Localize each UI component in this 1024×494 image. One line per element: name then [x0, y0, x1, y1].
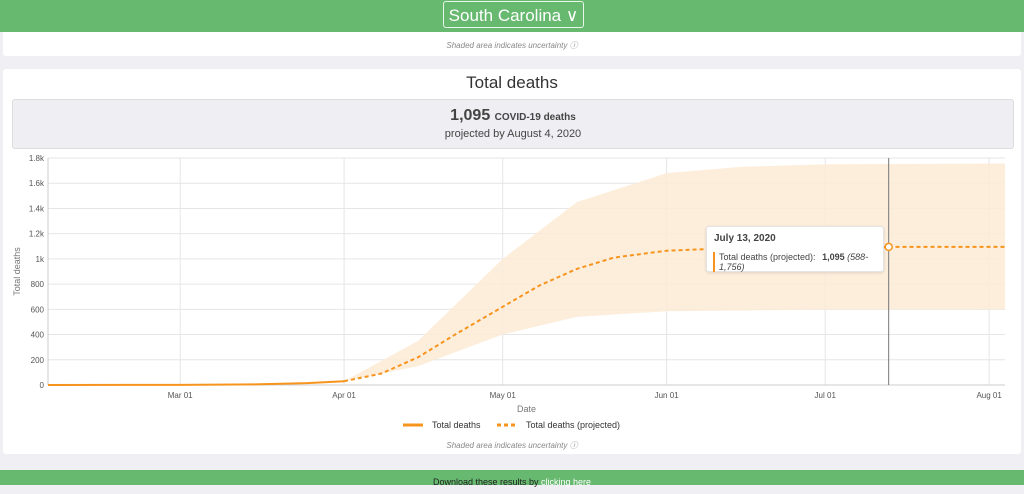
hover-marker — [884, 242, 893, 252]
legend-label-actual: Total deaths — [432, 420, 481, 430]
series-line-0 — [47, 380, 345, 386]
y-tick-label: 400 — [31, 331, 45, 340]
summary-box: 1,095 COVID-19 deaths projected by Augus… — [12, 99, 1014, 149]
y-tick-label: 1.6k — [29, 179, 45, 188]
header-bar: South Carolina ∨ — [0, 0, 1024, 32]
state-selector[interactable]: South Carolina ∨ — [443, 1, 584, 28]
x-axis-title: Date — [517, 404, 536, 414]
series-line-1 — [343, 245, 1005, 383]
x-tick-label: Apr 01 — [332, 391, 356, 400]
y-tick-label: 1.4k — [29, 204, 45, 213]
summary-sub: projected by August 4, 2020 — [444, 128, 582, 140]
x-tick-label: Jul 01 — [815, 391, 837, 400]
x-tick-label: Aug 01 — [976, 391, 1002, 400]
tooltip-date: July 13, 2020 — [714, 233, 776, 244]
tooltip-label: Total deaths (projected): — [719, 252, 816, 262]
y-tick-label: 1k — [36, 255, 45, 264]
x-tick-label: Jun 01 — [655, 391, 680, 400]
tooltip-value: 1,095 — [822, 252, 845, 262]
uncertainty-band — [344, 163, 1006, 382]
y-tick-label: 600 — [31, 305, 45, 314]
download-link[interactable]: clicking here — [541, 477, 592, 487]
chevron-down-icon: ∨ — [565, 6, 579, 25]
previous-card: Shaded area indicates uncertainty ⓘ — [3, 32, 1021, 56]
y-tick-label: 1.2k — [29, 230, 45, 239]
footer-text: Download these results by — [432, 477, 542, 487]
x-tick-label: Mar 01 — [168, 391, 193, 400]
deaths-chart[interactable]: 0 200 400 600 800 1k 1.2k 1.4k 1.6k 1.8k Mar 01 Apr… — [0, 150, 1024, 450]
summary-unit: COVID-19 deaths — [494, 112, 576, 123]
y-tick-label: 1.8k — [29, 154, 45, 163]
y-tick-label: 200 — [31, 356, 45, 365]
summary-value: 1,095 — [450, 107, 491, 124]
footer-bar: Download these results by clicking here — [0, 470, 1024, 487]
tooltip-range: (588-1,756) — [719, 252, 869, 272]
legend-label-projected: Total deaths (projected) — [526, 420, 620, 430]
state-selector-label: South Carolina — [448, 6, 562, 25]
x-tick-label: May 01 — [490, 391, 517, 400]
uncertainty-note: Shaded area indicates uncertainty ⓘ — [446, 41, 578, 50]
card-title: Total deaths — [466, 73, 558, 92]
y-axis-title: Total deaths — [12, 247, 22, 296]
y-tick-label: 0 — [40, 381, 45, 390]
tooltip: July 13, 2020 Total deaths (projected): … — [706, 226, 884, 272]
uncertainty-note-bottom: Shaded area indicates uncertainty ⓘ — [446, 441, 578, 450]
y-tick-label: 800 — [31, 280, 45, 289]
